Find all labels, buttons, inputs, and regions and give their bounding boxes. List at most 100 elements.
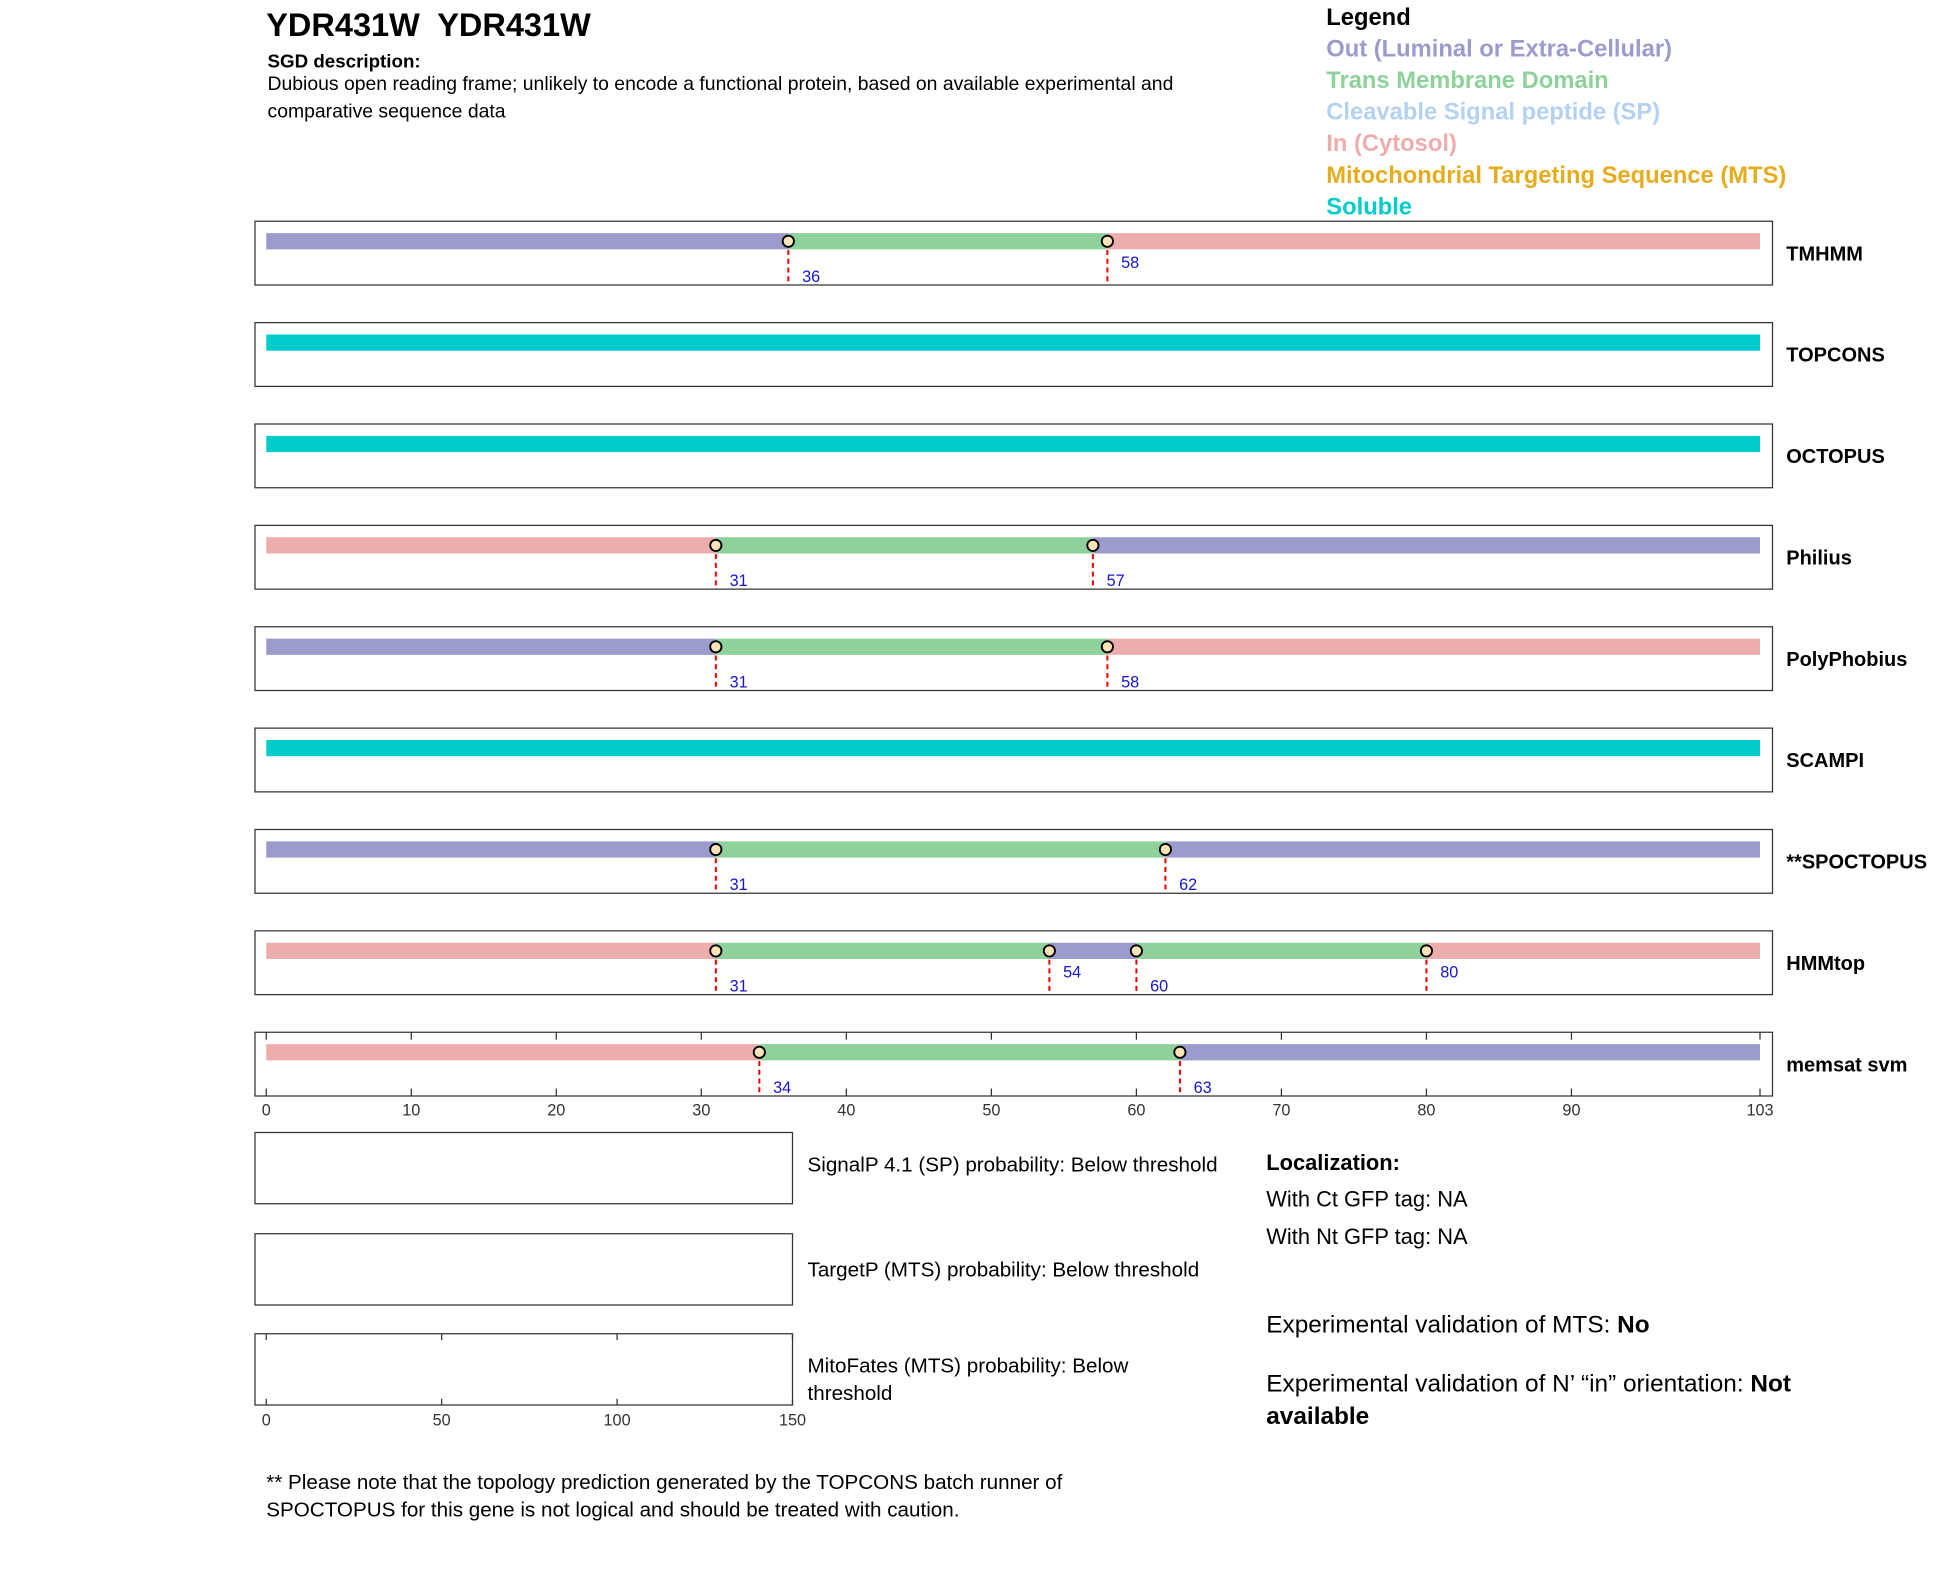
segment	[715, 841, 1166, 858]
track-box	[254, 220, 1774, 286]
description: Dubious open reading frame; unlikely to …	[267, 73, 1174, 123]
boundary-marker	[752, 1045, 766, 1059]
track-box	[254, 828, 1774, 894]
segment	[266, 942, 716, 959]
segment	[1165, 841, 1760, 858]
segment	[1426, 942, 1760, 959]
validation-label: Experimental validation of N’ “in” orien…	[1266, 1370, 1751, 1398]
localization-title: Localization:	[1266, 1150, 1400, 1175]
boundary-marker	[1173, 1045, 1187, 1059]
segment	[1136, 942, 1427, 959]
track-label: OCTOPUS	[1786, 446, 1885, 468]
x-tick-label: 103	[1746, 1101, 1773, 1119]
x-tick-label: 50	[433, 1412, 451, 1430]
probability-label: TargetP (MTS) probability: Below thresho…	[807, 1258, 1200, 1282]
localization-line: With Ct GFP tag: NA	[1266, 1186, 1468, 1212]
x-tick-label: 0	[262, 1412, 271, 1430]
track-label: TMHMM	[1786, 243, 1863, 265]
validation-value: Not available	[1266, 1370, 1791, 1430]
boundary-marker	[709, 640, 723, 654]
track-label: **SPOCTOPUS	[1786, 852, 1927, 874]
boundary-marker	[1419, 944, 1434, 958]
segment	[1107, 638, 1760, 655]
segment	[266, 841, 716, 858]
probability-box	[254, 1233, 794, 1306]
boundary-marker	[1042, 944, 1056, 958]
boundary-label: 63	[1194, 1079, 1212, 1097]
track-box	[254, 727, 1774, 793]
boundary-marker	[709, 944, 723, 958]
footnote: ** Please note that the topology predict…	[266, 1471, 1063, 1522]
probability-label: MitoFates (MTS) probability: Below thres…	[807, 1355, 1129, 1405]
boundary-label: 31	[730, 673, 748, 691]
boundary-label: 60	[1150, 977, 1168, 995]
track-label: Philius	[1786, 547, 1852, 569]
track-box	[254, 423, 1774, 489]
boundary-marker	[1100, 234, 1114, 248]
segment	[715, 638, 1108, 655]
x-tick-label: 60	[1127, 1101, 1145, 1119]
x-tick-label: 80	[1417, 1101, 1435, 1119]
x-tick-label: 10	[402, 1101, 420, 1119]
track-box	[254, 930, 1774, 996]
track-label: memsat svm	[1786, 1054, 1907, 1076]
legend-entry: Trans Membrane Domain	[1326, 67, 1608, 94]
segment	[788, 233, 1108, 250]
segment	[266, 740, 1760, 757]
segment	[759, 1044, 1180, 1061]
x-tick-label: 70	[1272, 1101, 1290, 1119]
boundary-label: 58	[1121, 673, 1139, 691]
track-label: PolyPhobius	[1786, 649, 1907, 671]
subtitle: SGD description:	[268, 50, 421, 71]
boundary-label: 34	[773, 1079, 791, 1097]
boundary-label: 31	[730, 572, 748, 590]
boundary-label: 58	[1121, 254, 1139, 272]
segment	[1179, 1044, 1760, 1061]
boundary-marker	[709, 538, 723, 552]
legend-entry: Soluble	[1326, 193, 1412, 220]
track-box	[254, 1031, 1774, 1097]
localization-line: With Nt GFP tag: NA	[1266, 1223, 1468, 1249]
x-tick-label: 0	[262, 1101, 271, 1119]
boundary-marker	[1129, 944, 1143, 958]
segment	[266, 1044, 760, 1061]
segment	[266, 537, 716, 554]
chart-title: YDR431W YDR431W	[266, 7, 591, 43]
segment	[715, 942, 1050, 959]
track-label: HMMtop	[1786, 953, 1865, 975]
boundary-label: 31	[730, 977, 748, 995]
boundary-label: 80	[1440, 964, 1458, 982]
boundary-label: 31	[730, 876, 748, 894]
validation: Experimental validation of MTS: No	[1266, 1309, 1854, 1342]
x-tick-label: 100	[604, 1412, 631, 1430]
probability-box	[254, 1131, 794, 1205]
segment	[1092, 537, 1760, 554]
legend-title: Legend	[1326, 4, 1410, 31]
x-tick-label: 40	[837, 1101, 855, 1119]
segment	[266, 435, 1760, 453]
segment	[715, 537, 1093, 554]
track-box	[254, 626, 1774, 692]
legend-entry: In (Cytosol)	[1326, 130, 1457, 157]
boundary-label: 54	[1063, 964, 1081, 982]
segment	[1049, 942, 1137, 959]
boundary-label: 62	[1179, 876, 1197, 894]
track-box	[254, 524, 1774, 590]
boundary-marker	[1158, 842, 1172, 857]
x-tick-label: 30	[692, 1101, 710, 1119]
legend-entry: Cleavable Signal peptide (SP)	[1326, 99, 1660, 126]
boundary-marker	[1086, 538, 1100, 552]
segment	[266, 638, 716, 655]
boundary-label: 36	[802, 268, 820, 286]
boundary-marker	[709, 842, 723, 857]
probability-box	[254, 1333, 794, 1406]
track-label: TOPCONS	[1786, 345, 1885, 367]
segment	[1107, 233, 1760, 250]
segment	[266, 334, 1760, 351]
validation-value: No	[1617, 1311, 1650, 1339]
boundary-label: 57	[1107, 572, 1125, 590]
validation-label: Experimental validation of MTS:	[1266, 1311, 1618, 1339]
boundary-marker	[781, 234, 795, 248]
